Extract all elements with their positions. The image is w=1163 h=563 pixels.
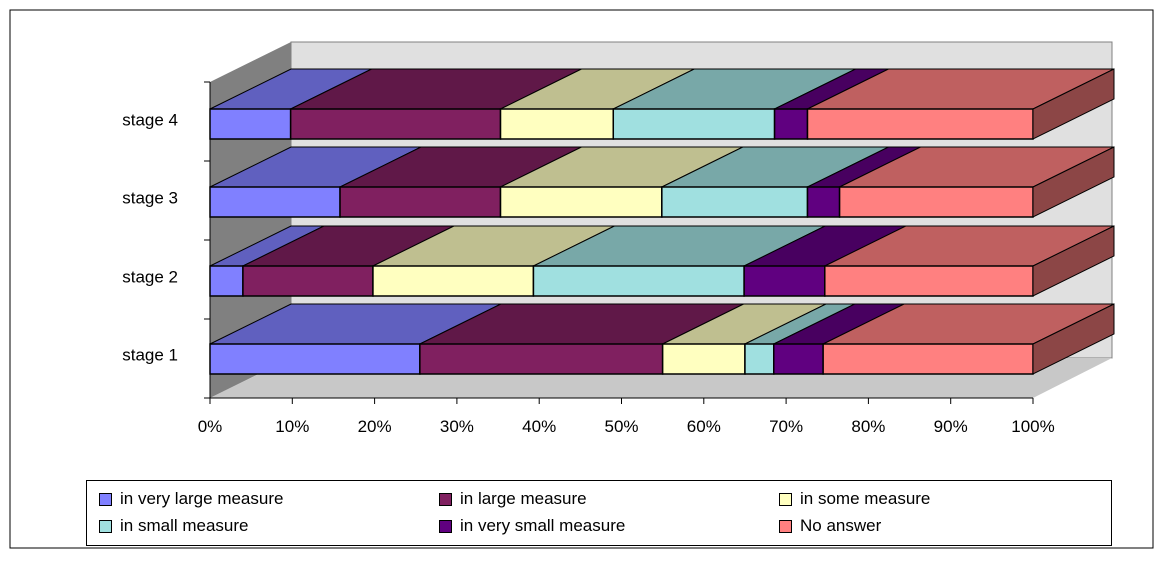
bar-front-face <box>419 343 664 375</box>
legend-label: in very large measure <box>120 489 284 508</box>
x-tick-label: 50% <box>604 417 638 436</box>
bar-segment <box>806 146 921 218</box>
legend-label: in small measure <box>120 516 249 535</box>
bar-segment <box>339 146 582 218</box>
legend-swatch <box>439 492 452 506</box>
legend-item: No answer <box>779 516 881 536</box>
x-tick-label: 90% <box>934 417 968 436</box>
bar-front-face <box>806 108 1034 140</box>
x-tick-label: 10% <box>275 417 309 436</box>
bar-segment <box>499 68 695 140</box>
legend-item: in large measure <box>439 489 587 509</box>
axes-group: stage 1 stage 2 stage 3 stage 4 0% 10% 20% 30% 4… <box>122 81 1055 436</box>
bar-segment <box>838 146 1115 218</box>
category-label: stage 4 <box>122 110 178 129</box>
bar-front-face <box>822 343 1034 375</box>
x-tick-label: 70% <box>769 417 803 436</box>
bar-segment <box>419 303 744 375</box>
x-tick-label: 0% <box>198 417 223 436</box>
bar-segment <box>209 146 422 218</box>
bar-segment <box>661 303 827 375</box>
bar-segment <box>743 225 907 297</box>
bar-front-face <box>824 265 1034 297</box>
bar-side-face <box>1032 146 1115 218</box>
bar-segment <box>209 68 372 140</box>
bar-front-face <box>773 108 809 140</box>
bar-front-face <box>661 186 809 218</box>
bar-segment <box>532 225 826 297</box>
x-tick-label: 80% <box>851 417 885 436</box>
bar-segment <box>499 146 744 218</box>
bar-segment <box>822 303 1115 375</box>
legend-label: in very small measure <box>460 516 626 535</box>
bar-front-face <box>209 108 292 140</box>
bar-segment <box>744 303 855 375</box>
bar-front-face <box>242 265 374 297</box>
bar-front-face <box>209 186 341 218</box>
category-label: stage 3 <box>122 188 178 207</box>
bar-front-face <box>744 343 775 375</box>
legend-swatch <box>439 519 452 533</box>
bar-front-face <box>209 343 421 375</box>
bar-segment <box>209 303 502 375</box>
legend-swatch <box>779 492 792 506</box>
legend-swatch <box>779 519 792 533</box>
x-tick-label: 100% <box>1011 417 1054 436</box>
bar-front-face <box>773 343 824 375</box>
bar-segment <box>661 146 889 218</box>
bar-segment <box>612 68 856 140</box>
legend-label: No answer <box>800 516 882 535</box>
bar-side-face <box>1032 225 1115 297</box>
legend-item: in very large measure <box>99 489 283 509</box>
bar-segment <box>242 225 455 297</box>
x-tick-label: 30% <box>440 417 474 436</box>
bar-front-face <box>499 186 663 218</box>
legend-item: in small measure <box>99 516 249 536</box>
x-tick-label: 60% <box>687 417 721 436</box>
bar-front-face <box>532 265 745 297</box>
bar-segment <box>824 225 1115 297</box>
bar-segment <box>773 303 905 375</box>
legend-label: in large measure <box>460 489 587 508</box>
category-label: stage 2 <box>122 267 178 286</box>
x-tick-label: 20% <box>358 417 392 436</box>
bar-front-face <box>743 265 826 297</box>
bar-segment <box>372 225 615 297</box>
bar-front-face <box>661 343 746 375</box>
bar-segment <box>209 225 325 297</box>
bar-front-face <box>372 265 535 297</box>
bar-front-face <box>499 108 615 140</box>
bar-front-face <box>612 108 776 140</box>
bar-front-face <box>838 186 1034 218</box>
bar-front-face <box>806 186 841 218</box>
bar-side-face <box>1032 68 1115 140</box>
category-label: stage 1 <box>122 345 178 364</box>
legend-item: in some measure <box>779 489 930 509</box>
x-tick-label: 40% <box>522 417 556 436</box>
bars-group <box>209 68 1115 375</box>
legend-swatch <box>99 519 112 533</box>
legend-item: in very small measure <box>439 516 625 536</box>
legend: in very large measure in large measure in … <box>86 480 1112 546</box>
bar-front-face <box>339 186 502 218</box>
bar-side-face <box>1032 303 1115 375</box>
legend-swatch <box>99 492 112 506</box>
bar-front-face <box>289 108 502 140</box>
bar-front-face <box>209 265 244 297</box>
legend-label: in some measure <box>800 489 931 508</box>
